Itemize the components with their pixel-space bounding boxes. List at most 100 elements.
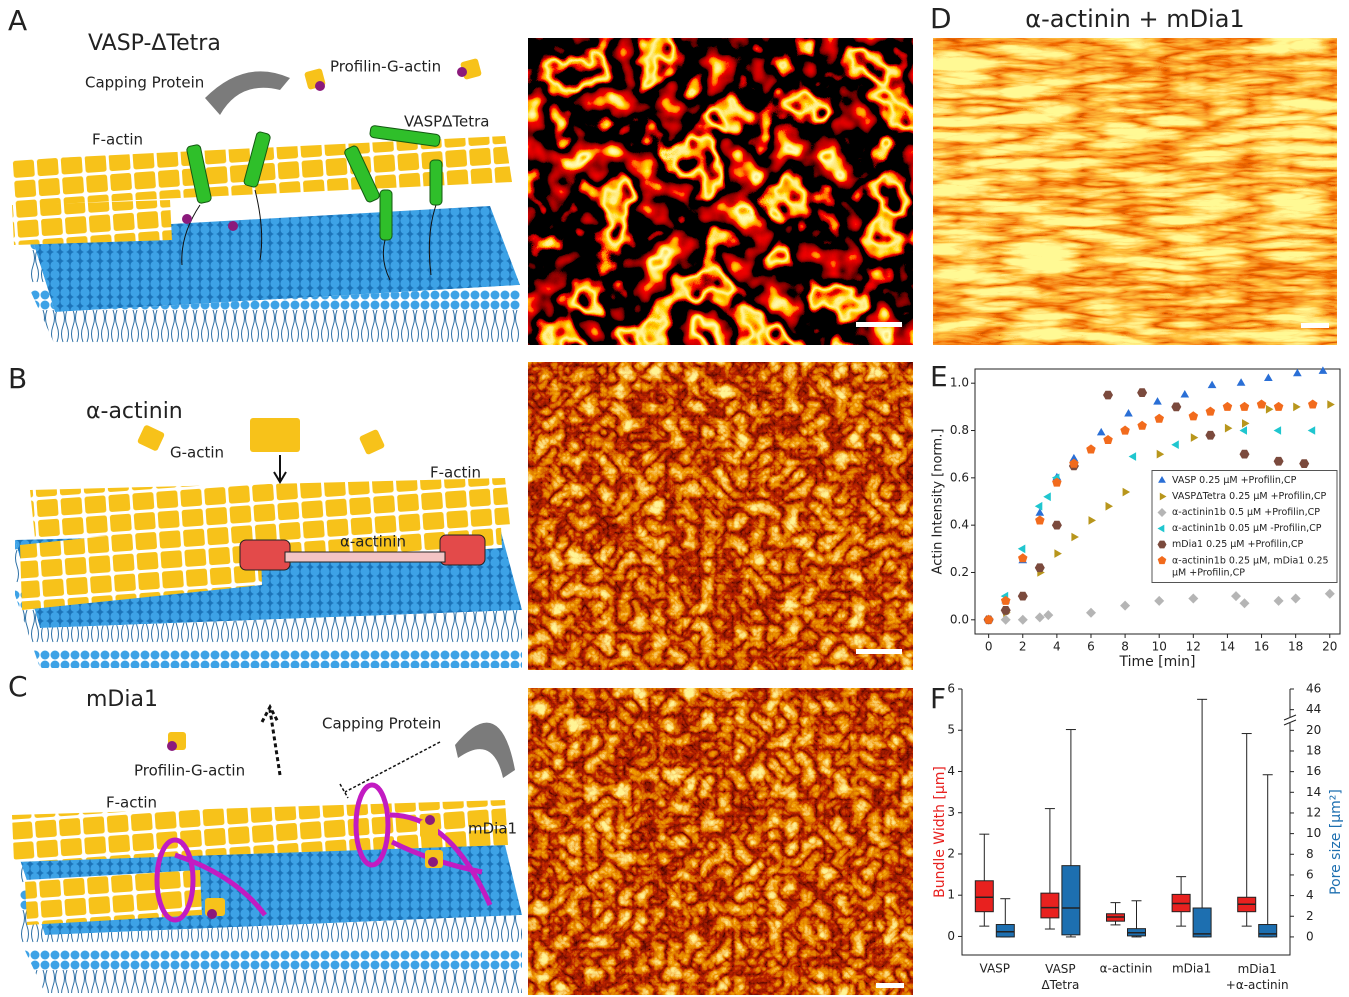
- y2-tick-label: 10: [1306, 826, 1321, 840]
- data-point: [1266, 405, 1274, 414]
- y-tick-label: 0.4: [950, 518, 969, 532]
- y-tick-label: 6: [947, 682, 955, 696]
- y2-tick-label: 0: [1306, 929, 1314, 943]
- y-tick-label: 0.6: [950, 470, 969, 484]
- data-point: [1123, 488, 1131, 497]
- label: Profilin-G-actin: [330, 58, 441, 76]
- data-point: [1137, 388, 1147, 397]
- y2-tick-label: 4: [1306, 888, 1314, 902]
- data-point: [1103, 391, 1113, 400]
- data-point: [1035, 502, 1043, 511]
- data-point: [1257, 400, 1267, 409]
- data-point: [1223, 402, 1233, 411]
- x-tick-label: 18: [1288, 640, 1303, 654]
- legend-label: mDia1 0.25 μM +Profilin,CP: [1172, 539, 1303, 550]
- y2-tick-label: 12: [1306, 805, 1321, 819]
- data-point: [1043, 492, 1051, 501]
- box: [1259, 925, 1277, 937]
- x-tick-label: 20: [1322, 640, 1337, 654]
- y-tick-label: 5: [947, 723, 955, 737]
- data-point: [1308, 426, 1316, 435]
- data-point: [1035, 515, 1045, 524]
- data-point: [1225, 424, 1233, 433]
- data-point: [1274, 596, 1284, 606]
- x-tick-label: 16: [1254, 640, 1269, 654]
- schematic-a: [12, 58, 520, 345]
- data-point: [1274, 457, 1284, 466]
- label: F-actin: [430, 464, 481, 482]
- data-point: [1124, 409, 1133, 417]
- data-point: [1205, 431, 1215, 440]
- data-point: [1299, 459, 1309, 468]
- label: G-actin: [170, 444, 224, 462]
- data-point: [1181, 390, 1190, 398]
- data-point: [1018, 592, 1028, 601]
- y2-tick-label: 6: [1306, 867, 1314, 881]
- legend-label-line: μM +Profilin,CP: [1172, 567, 1245, 578]
- label: mDia1: [468, 820, 517, 838]
- schematic-c: [12, 707, 522, 993]
- x-tick-label: 10: [1152, 640, 1167, 654]
- x-tick-label: 6: [1087, 640, 1095, 654]
- y-tick-label: 4: [947, 764, 955, 778]
- legend-label: VASPΔTetra 0.25 μM +Profilin,CP: [1172, 491, 1327, 502]
- data-point: [1240, 450, 1250, 459]
- y2-tick-label: 20: [1306, 723, 1321, 737]
- x-tick-label: mDia1: [1172, 962, 1211, 976]
- data-point: [1274, 402, 1284, 411]
- axes: [962, 689, 1290, 955]
- box: [1062, 866, 1080, 935]
- x-tick-label: 2: [1019, 640, 1027, 654]
- micrograph-b: [528, 362, 913, 670]
- y2-axis-label: Pore size [μm²]: [1328, 789, 1344, 895]
- data-point: [1018, 615, 1028, 625]
- data-point: [1036, 508, 1045, 516]
- data-point: [1171, 403, 1181, 412]
- data-point: [1171, 440, 1179, 449]
- micrograph-c: [528, 688, 913, 995]
- schematic-b: [15, 418, 522, 668]
- data-point: [1240, 426, 1248, 435]
- box: [1041, 893, 1059, 918]
- y-tick-label: 0.8: [950, 423, 969, 437]
- y2-tick-label: 46: [1306, 682, 1321, 696]
- data-point: [1188, 594, 1198, 604]
- y-tick-label: 2: [947, 846, 955, 860]
- data-point: [1157, 450, 1165, 459]
- data-point: [1208, 381, 1217, 389]
- data-point: [1325, 589, 1335, 599]
- x-tick-label-line: +α-actinin: [1226, 978, 1289, 992]
- x-tick-label-line: mDia1: [1238, 962, 1277, 976]
- x-tick-label-line: VASP: [1045, 962, 1076, 976]
- x-tick-label: 14: [1220, 640, 1235, 654]
- data-point: [1264, 374, 1273, 382]
- panel-letter: D: [930, 2, 952, 35]
- data-point: [1191, 433, 1199, 442]
- data-point: [1206, 407, 1216, 416]
- legend-label: α-actinin1b 0.5 μM +Profilin,CP: [1172, 507, 1320, 518]
- data-point: [1001, 596, 1011, 605]
- data-point: [1240, 402, 1250, 411]
- y-tick-label: 0.0: [950, 612, 969, 626]
- panel-title: α-actinin: [86, 399, 183, 424]
- data-point: [1189, 411, 1199, 420]
- y2-tick-label: 8: [1306, 847, 1314, 861]
- label: Capping Protein: [85, 74, 204, 92]
- legend: VASP 0.25 μM +Profilin,CPVASPΔTetra 0.25…: [1152, 471, 1337, 583]
- data-point: [1293, 403, 1301, 412]
- panel-letter: C: [8, 670, 28, 703]
- y-tick-label: 3: [947, 805, 955, 819]
- y-tick-label: 0.2: [950, 565, 969, 579]
- data-point: [1120, 426, 1130, 435]
- data-point: [1035, 563, 1045, 572]
- x-tick-label: 4: [1053, 640, 1061, 654]
- data-point: [984, 615, 994, 624]
- y2-tick-label: 18: [1306, 743, 1321, 757]
- panel-letter: A: [8, 4, 27, 37]
- y2-tick-label: 16: [1306, 764, 1321, 778]
- label: Profilin-G-actin: [134, 762, 245, 780]
- x-tick-label: α-actinin: [1100, 962, 1153, 976]
- label: F-actin: [106, 794, 157, 812]
- y-tick-label: 1.0: [950, 376, 969, 390]
- data-point: [1237, 378, 1246, 386]
